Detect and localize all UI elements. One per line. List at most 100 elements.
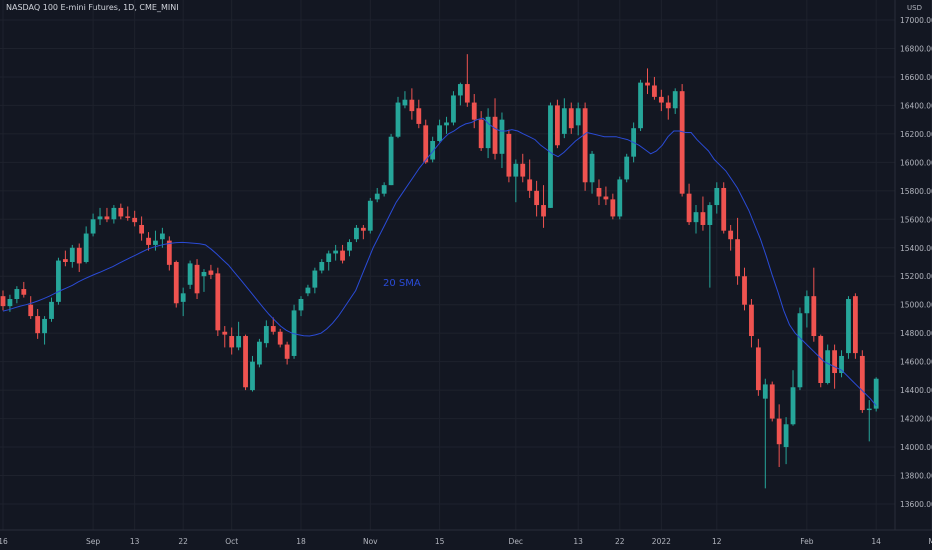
candle xyxy=(83,226,89,264)
candle-body xyxy=(735,239,740,277)
candle xyxy=(790,370,796,426)
candle-body xyxy=(104,216,110,220)
price-tick-label: 16800.00 xyxy=(900,44,932,53)
candle xyxy=(56,257,61,305)
candle-body xyxy=(506,133,512,177)
grid-lines xyxy=(0,0,932,530)
candle-body xyxy=(561,108,567,134)
candle-body xyxy=(534,190,540,206)
candle-body xyxy=(582,108,588,183)
candle-body xyxy=(755,347,761,391)
candle-body xyxy=(340,250,345,261)
candle-body xyxy=(749,304,754,337)
candle-body xyxy=(319,262,325,271)
candle-body xyxy=(277,331,283,345)
candle xyxy=(568,102,574,134)
candle-body xyxy=(28,304,34,317)
candle-body xyxy=(388,136,394,186)
candles xyxy=(0,54,879,489)
candle-body xyxy=(236,336,242,348)
price-tick-label: 16200.00 xyxy=(900,130,932,139)
price-tick-label: 14000.00 xyxy=(900,443,932,452)
candle-body xyxy=(665,102,671,109)
candle-body xyxy=(790,387,796,425)
candle-body xyxy=(520,163,526,177)
candle xyxy=(665,95,671,120)
candle xyxy=(62,250,68,267)
candle-body xyxy=(354,227,359,240)
candle xyxy=(541,185,546,228)
candle xyxy=(686,183,692,225)
candle-body xyxy=(783,424,789,448)
candle xyxy=(104,207,110,223)
chart-title: NASDAQ 100 E-mini Futures, 1D, CME_MINI xyxy=(6,3,179,12)
candle-body xyxy=(451,95,456,123)
candle-body xyxy=(270,326,276,332)
candle-body xyxy=(187,263,193,285)
candle-body xyxy=(804,296,810,314)
candle-body xyxy=(839,355,844,374)
candle xyxy=(215,267,221,337)
candle-body xyxy=(832,350,837,374)
candle-body xyxy=(360,227,366,231)
candle xyxy=(485,108,491,159)
time-tick-label: Nov xyxy=(363,537,378,546)
candle xyxy=(76,243,82,272)
candle-body xyxy=(374,193,380,200)
candle xyxy=(603,186,609,206)
candle xyxy=(561,98,567,139)
candle-body xyxy=(139,224,144,234)
time-tick-label: Oct xyxy=(225,537,238,546)
candle-body xyxy=(69,247,75,262)
time-tick-label: 13 xyxy=(130,537,140,546)
price-tick-label: 15600.00 xyxy=(900,215,932,224)
candle xyxy=(416,99,422,129)
candle-body xyxy=(430,141,436,160)
candle xyxy=(263,320,269,348)
candle-body xyxy=(762,384,768,399)
candle-body xyxy=(492,116,498,154)
candle xyxy=(28,296,34,319)
candle xyxy=(360,224,366,240)
candle xyxy=(534,180,540,217)
candle xyxy=(208,264,214,280)
candle-body xyxy=(589,153,595,183)
candle-body xyxy=(90,219,96,234)
candle-body xyxy=(478,119,484,149)
time-tick-label: 2022 xyxy=(652,537,671,546)
candle xyxy=(846,296,851,359)
currency-label: USD xyxy=(907,4,922,12)
price-tick-label: 17000.00 xyxy=(900,16,932,25)
candle xyxy=(762,378,768,489)
candle xyxy=(437,119,442,143)
candle xyxy=(388,133,394,186)
candle xyxy=(430,136,436,163)
candle-body xyxy=(56,260,61,302)
candle xyxy=(610,193,616,220)
candle-body xyxy=(159,233,165,240)
candle-body xyxy=(541,205,546,217)
candle-body xyxy=(7,299,13,307)
candle-body xyxy=(49,301,54,319)
price-tick-label: 15000.00 xyxy=(900,301,932,310)
candle-body xyxy=(423,125,429,163)
candle xyxy=(21,281,27,298)
candle-body xyxy=(464,84,470,103)
candle-body xyxy=(222,331,228,335)
candle xyxy=(132,210,138,227)
candle-body xyxy=(721,187,727,231)
candle xyxy=(582,102,588,191)
sma-line xyxy=(2,117,877,407)
candle-body xyxy=(97,216,103,220)
candle xyxy=(14,286,20,304)
candle xyxy=(42,316,47,345)
candle xyxy=(735,217,740,285)
candle-body xyxy=(132,217,138,223)
candle xyxy=(451,91,456,126)
candle-body xyxy=(326,253,332,262)
candle-body xyxy=(367,200,373,231)
candle xyxy=(35,308,41,339)
candle-body xyxy=(617,179,623,217)
candle xyxy=(180,287,186,317)
